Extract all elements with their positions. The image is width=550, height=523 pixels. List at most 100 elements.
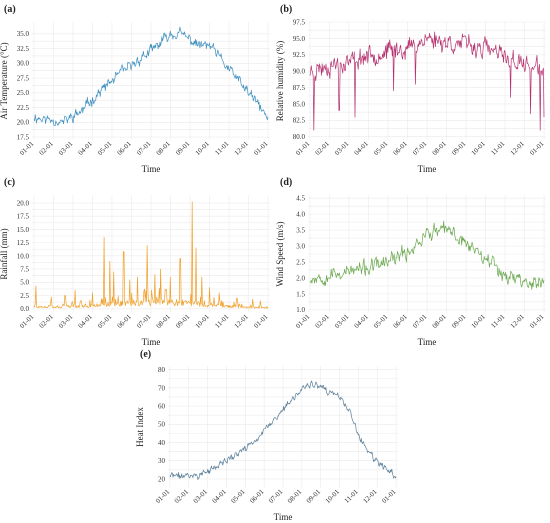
x-tick-label: 08-01 [155,312,173,330]
x-tick-label: 10-01 [194,312,212,330]
x-tick-label: 06-01 [116,312,134,330]
y-tick-label: 82.5 [293,117,306,125]
x-tick-label: 07-01 [411,139,429,157]
y-tick-label: 27.5 [17,74,30,82]
y-tick-label: 7.5 [20,265,29,273]
x-tick-label: 09-01 [450,312,468,330]
x-tick-label: 07-01 [267,487,285,505]
x-tick-label: 03-01 [57,139,75,157]
x-tick-label: 04-01 [353,139,371,157]
x-tick-label: 09-01 [174,312,192,330]
x-tick-label: 02-01 [38,139,56,157]
y-tick-label: 2.5 [296,258,305,266]
y-tick-label: 3.0 [296,242,305,250]
x-tick-label: 11-01 [489,139,506,156]
panel-label-d: (d) [280,177,292,188]
chart-panel-b: (b) 80.0 82.5 85.0 87.5 90.0 92.5 95.0 97.5 01-01… [275,4,546,174]
x-axis-title: Time [142,337,161,347]
x-tick-label: 06-01 [248,487,266,505]
x-axis-title: Time [418,337,437,347]
x-tick-label: 03-01 [333,139,351,157]
series-line-d [309,220,545,290]
x-tick-label: 09-01 [305,487,323,505]
x-tick-label: 02-01 [38,312,56,330]
y-axis-title: Wind Speed (m/s) [275,221,285,286]
y-tick-label: 95.0 [293,35,306,43]
x-tick-label: 01-01 [18,139,36,157]
x-tick-label: 02-01 [314,139,332,157]
y-tick-label: 3.5 [296,226,305,234]
x-tick-label: 07-01 [135,312,153,330]
x-tick-label: 12-01 [509,312,527,330]
x-tick-label: 08-01 [431,139,449,157]
series-line-b [309,31,545,131]
chart-panel-d: (d)1.01.52.02.53.03.54.04.501-01 02-01 03-… [275,177,546,347]
x-tick-label: 10-01 [470,312,488,330]
x-tick-label: 05-01 [229,487,247,505]
x-tick-label: 11-01 [343,487,360,504]
chart-panel-a: (a) 17.5 20.0 22.5 25.0 27.5 30.0 32.5 35.0 01-01… [0,4,270,174]
y-tick-label: 1.5 [296,290,305,298]
y-axis-title: Relative humidity (%) [275,41,285,121]
x-tick-label: 03-01 [333,312,351,330]
x-tick-label: 01-01 [380,487,398,505]
chart-panel-c: (c) 0.0 2.5 5.0 7.5 10.0 12.5 15.0 17.5 20.0 01-01… [0,177,270,347]
x-tick-label: 08-01 [286,487,304,505]
x-tick-label: 02-01 [314,312,332,330]
x-tick-label: 08-01 [155,139,173,157]
x-tick-label: 12-01 [233,139,251,157]
y-tick-label: 85.0 [293,100,306,108]
x-tick-label: 06-01 [392,312,410,330]
series-line-c [33,201,269,309]
y-tick-label: 97.5 [293,18,306,26]
series-line-a [33,26,269,126]
x-tick-label: 04-01 [353,312,371,330]
y-tick-label: 25.0 [17,89,30,97]
x-tick-label: 12-01 [509,139,527,157]
x-tick-label: 01-01 [252,312,270,330]
y-tick-label: 40 [158,439,166,447]
panel-label-a: (a) [4,4,16,15]
y-tick-label: 2.0 [296,274,305,282]
y-tick-label: 87.5 [293,84,306,92]
x-tick-label: 01-01 [294,312,312,330]
x-tick-label: 01-01 [528,312,546,330]
x-tick-label: 06-01 [116,139,134,157]
y-tick-label: 80.0 [293,133,306,141]
y-tick-label: 4.0 [296,211,305,219]
x-tick-label: 10-01 [324,487,342,505]
y-tick-label: 90.0 [293,68,306,76]
x-tick-label: 07-01 [411,312,429,330]
y-tick-label: 20.0 [17,119,30,127]
y-tick-label: 15.0 [17,226,30,234]
y-tick-label: 20.0 [17,199,30,207]
x-tick-label: 07-01 [135,139,153,157]
y-tick-label: 17.5 [17,213,30,221]
y-tick-label: 22.5 [17,104,30,112]
x-tick-label: 01-01 [252,139,270,157]
x-tick-label: 01-01 [154,487,172,505]
x-tick-label: 01-01 [294,139,312,157]
panel-label-c: (c) [4,177,15,188]
x-axis-title: Time [142,164,161,174]
y-tick-label: 17.5 [17,133,30,141]
x-tick-label: 11-01 [489,312,506,329]
x-axis-title: Time [418,164,437,174]
y-tick-label: 80 [158,366,166,374]
x-tick-label: 11-01 [213,139,230,156]
panel-label-e: (e) [140,349,151,360]
x-tick-label: 04-01 [211,487,229,505]
x-tick-label: 01-01 [18,312,36,330]
x-tick-label: 02-01 [173,487,191,505]
y-tick-label: 32.5 [17,45,30,53]
y-tick-label: 2.5 [20,292,29,300]
y-tick-label: 5.0 [20,279,29,287]
y-tick-label: 12.5 [17,239,30,247]
x-tick-label: 01-01 [528,139,546,157]
x-tick-label: 03-01 [57,312,75,330]
x-tick-label: 04-01 [77,312,95,330]
y-tick-label: 60 [158,402,166,410]
y-tick-label: 30 [158,457,166,465]
